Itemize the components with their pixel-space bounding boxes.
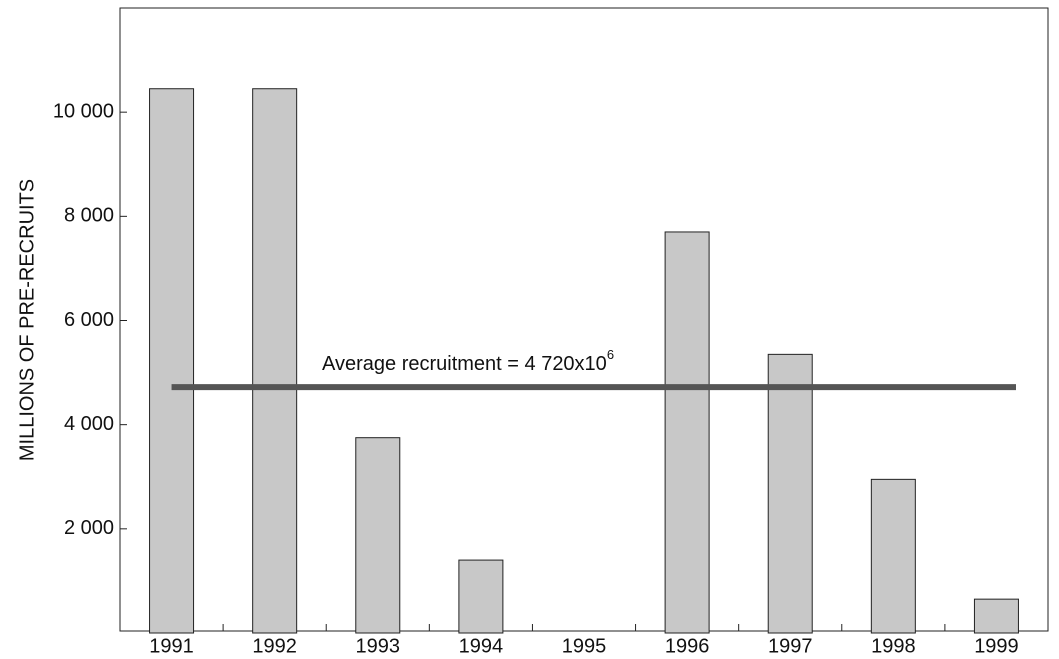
x-tick-label: 1994: [459, 635, 504, 657]
y-tick-label: 4 000: [64, 413, 114, 435]
bar: [252, 88, 298, 634]
x-tick-label: 1995: [562, 635, 607, 657]
x-tick-label: 1991: [149, 635, 194, 657]
bar: [149, 88, 195, 634]
x-tick-label: 1998: [871, 635, 916, 657]
y-axis-label: MILLIONS OF PRE-RECRUITS: [16, 179, 38, 461]
y-tick-label: 10 000: [53, 100, 114, 122]
bar: [664, 231, 710, 634]
bar: [767, 353, 813, 634]
x-tick-label: 1997: [768, 635, 813, 657]
plot-frame: [119, 7, 1049, 632]
average-label: Average recruitment = 4 720x106: [322, 348, 614, 376]
y-tick-label: 2 000: [64, 517, 114, 539]
bar: [458, 559, 504, 634]
bar: [870, 478, 916, 634]
y-tick-label: 6 000: [64, 309, 114, 331]
x-tick-label: 1999: [974, 635, 1019, 657]
average-label-text: Average recruitment = 4 720x10: [322, 353, 607, 375]
y-tick-label: 8 000: [64, 205, 114, 227]
x-tick-label: 1993: [356, 635, 401, 657]
bar: [973, 598, 1019, 634]
average-label-exponent: 6: [607, 348, 614, 363]
x-tick-label: 1992: [252, 635, 297, 657]
bar: [355, 437, 401, 634]
x-tick-label: 1996: [665, 635, 710, 657]
